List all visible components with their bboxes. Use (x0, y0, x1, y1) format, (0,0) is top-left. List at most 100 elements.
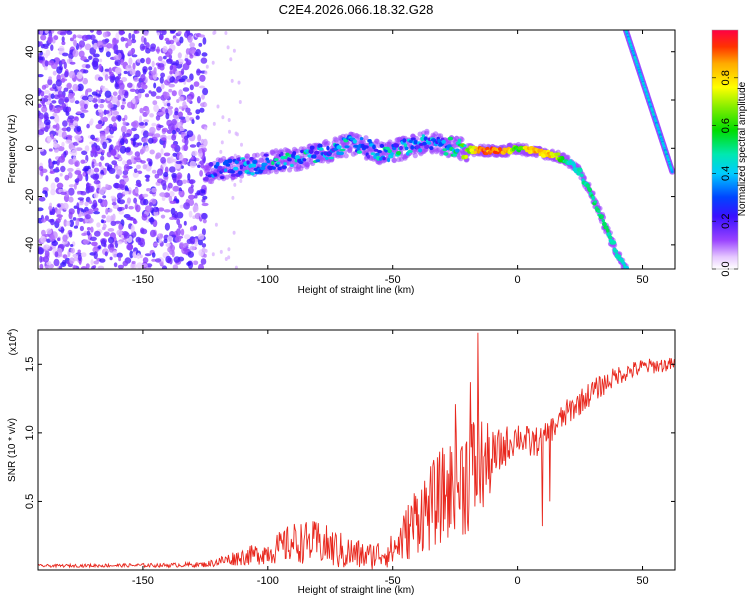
noise-blob (227, 118, 231, 122)
noise-blob (80, 266, 88, 269)
noise-blob (77, 249, 81, 254)
ridge-core (295, 155, 300, 160)
noise-blob (59, 94, 66, 101)
ridge-core (287, 158, 292, 162)
noise-blob (104, 90, 112, 98)
noise-blob (90, 118, 94, 125)
noise-blob (160, 111, 166, 115)
ridge-core (468, 145, 474, 149)
noise-blob (143, 30, 149, 36)
noise-blob (132, 171, 139, 178)
noise-blob (62, 120, 68, 127)
ridge-core (356, 150, 363, 154)
ridge-core (580, 173, 584, 178)
noise-blob (157, 56, 163, 62)
noise-blob (124, 138, 129, 144)
noise-blob (136, 164, 141, 170)
noise-blob (178, 106, 183, 110)
ridge-core (266, 159, 271, 164)
noise-blob (107, 103, 114, 109)
noise-blob (160, 214, 166, 219)
noise-blob (195, 109, 201, 115)
noise-blob (189, 84, 194, 91)
noise-blob (189, 226, 195, 232)
noise-blob (144, 205, 152, 213)
noise-blob (154, 133, 161, 138)
noise-blob (182, 247, 189, 252)
ridge-core (215, 161, 220, 167)
noise-blob (188, 199, 195, 206)
noise-blob (39, 30, 44, 35)
ridge-halo (325, 140, 331, 146)
noise-blob (190, 156, 195, 160)
noise-blob (112, 204, 120, 209)
noise-blob (42, 256, 50, 263)
noise-blob (50, 188, 56, 196)
noise-blob (99, 58, 103, 63)
y-tick-label: 0.5 (24, 494, 36, 509)
ridge-core (251, 162, 257, 168)
x-tick-label: 0 (515, 575, 521, 587)
x-tick-label: -150 (132, 575, 154, 587)
noise-blob (120, 138, 125, 146)
noise-blob (114, 220, 121, 224)
noise-blob (38, 196, 46, 202)
noise-blob (146, 158, 151, 162)
noise-blob (115, 75, 121, 80)
noise-blob (173, 256, 181, 263)
noise-blob (230, 78, 234, 83)
noise-blob (179, 36, 184, 44)
noise-blob (41, 218, 47, 223)
noise-blob (114, 61, 119, 65)
noise-blob (100, 85, 106, 89)
ridge-core (217, 165, 223, 170)
noise-blob (189, 47, 196, 54)
noise-blob (198, 148, 203, 154)
noise-blob (151, 252, 156, 258)
noise-blob (204, 248, 208, 253)
noise-blob (168, 195, 173, 203)
noise-blob (202, 87, 209, 96)
noise-blob (181, 75, 188, 80)
y-tick-label: -40 (24, 237, 36, 253)
ridge-core (252, 159, 258, 164)
noise-blob (85, 173, 89, 182)
noise-blob (173, 37, 179, 43)
noise-blob (85, 64, 91, 69)
noise-blob (142, 193, 149, 198)
noise-blob (140, 228, 148, 235)
noise-blob (93, 192, 99, 199)
noise-blob (92, 265, 97, 269)
ridge-halo (374, 138, 380, 144)
noise-blob (151, 169, 157, 174)
noise-blob (118, 223, 123, 231)
noise-blob (139, 107, 144, 114)
ridge-core (344, 145, 350, 149)
noise-blob (76, 111, 82, 115)
noise-blob (60, 59, 66, 65)
noise-blob (116, 252, 123, 258)
noise-blob (111, 96, 118, 104)
ridge-core (224, 168, 228, 172)
noise-blob (102, 116, 108, 123)
ridge-core (597, 210, 601, 213)
noise-blob (175, 59, 179, 66)
ridge-core (420, 136, 425, 141)
noise-blob (106, 151, 112, 158)
noise-blob (118, 30, 125, 36)
noise-blob (86, 227, 91, 231)
noise-blob (53, 258, 60, 267)
noise-blob (155, 95, 161, 99)
colorbar-tick-label: 0.2 (720, 214, 732, 229)
noise-blob (56, 66, 63, 74)
noise-blob (107, 228, 115, 232)
noise-blob (106, 135, 114, 139)
noise-blob (39, 41, 43, 47)
noise-blob (100, 219, 104, 224)
noise-blob (135, 70, 141, 78)
noise-blob (162, 141, 166, 149)
noise-blob (156, 168, 164, 176)
ridge-core (260, 166, 266, 171)
ridge-core (237, 170, 243, 175)
noise-blob (116, 229, 123, 236)
